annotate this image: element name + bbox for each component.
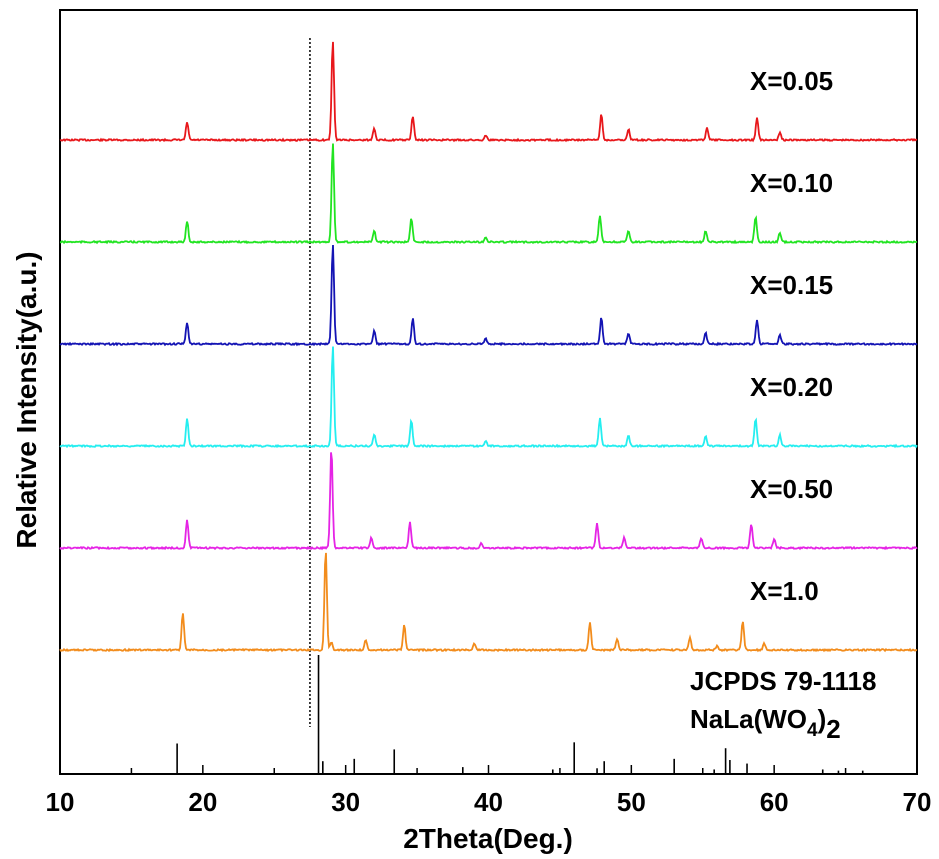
series-label: X=1.0 [750,576,819,606]
reference-lines [176,655,864,773]
series-label: X=0.05 [750,66,833,96]
series-line [59,452,918,551]
series-line [59,244,918,347]
reference-formula: NaLa(WO4)2 [690,704,841,744]
y-axis-title: Relative Intensity(a.u.) [11,251,42,548]
x-tick-label: 10 [46,787,75,817]
series-layer [59,41,918,653]
series-label: X=0.20 [750,372,833,402]
x-tick-label: 60 [760,787,789,817]
x-axis-title: 2Theta(Deg.) [403,823,573,854]
series-line [59,41,918,143]
series-line [59,552,918,653]
series-label: X=0.50 [750,474,833,504]
x-tick-label: 30 [331,787,360,817]
x-tick-label: 40 [474,787,503,817]
series-line [59,346,918,449]
series-label: X=0.10 [750,168,833,198]
x-tick-label: 50 [617,787,646,817]
series-label: X=0.15 [750,270,833,300]
reference-name: JCPDS 79-1118 [690,666,876,696]
series-labels: X=0.05 X=0.10 X=0.15 X=0.20 X=0.50 X=1.0 [750,66,833,606]
x-tick-label: 70 [903,787,932,817]
x-tick-label: 20 [188,787,217,817]
x-axis-ticks: 10 20 30 40 50 60 70 [46,765,932,817]
series-line [59,143,918,245]
